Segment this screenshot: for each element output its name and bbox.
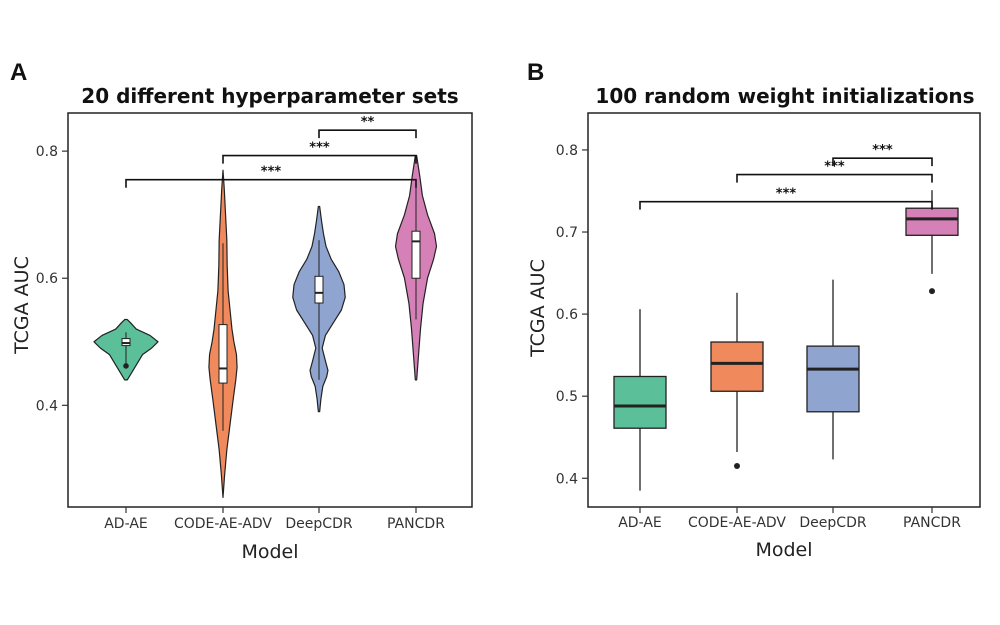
x-tick-label: DeepCDR (799, 515, 866, 531)
bracket-deepcdr-vs-pancdr (832, 157, 933, 167)
y-tick-label: 0.8 (556, 143, 578, 159)
box-code-ae-adv (710, 341, 764, 392)
outlier-point-ad-ae (123, 363, 129, 369)
box-deepcdr (806, 345, 860, 413)
x-tick-label: AD-AE (618, 515, 662, 531)
bracket-ad-ae-vs-pancdr (639, 200, 933, 210)
x-tick-label: AD-AE (104, 516, 148, 532)
panel-b-y-ticks: 0.4 0.5 0.6 0.7 0.8 (556, 143, 588, 487)
panel-b-significance-brackets: *** *** *** (639, 143, 933, 210)
y-tick-label: 0.8 (36, 144, 58, 160)
x-tick-label: CODE-AE-ADV (688, 515, 786, 531)
x-tick-label: CODE-AE-ADV (174, 516, 272, 532)
box-code-ae-adv (218, 324, 228, 384)
panel-b-plot-frame (587, 112, 981, 508)
bracket-code-ae-adv-vs-pancdr (736, 173, 933, 183)
panel-b-x-ticks: AD-AE CODE-AE-ADV DeepCDR PANCDR (618, 507, 961, 531)
panel-a-y-axis-title: TCGA AUC (11, 256, 33, 355)
x-tick-label: PANCDR (903, 515, 961, 531)
y-tick-label: 0.4 (36, 398, 58, 414)
significance-label: *** (776, 187, 797, 202)
y-tick-label: 0.5 (556, 389, 578, 405)
panel-a-title: 20 different hyperparameter sets (81, 84, 458, 108)
panel-b-letter: B (527, 59, 544, 86)
outlier-point-pancdr (929, 288, 935, 295)
panel-b-title: 100 random weight initializations (595, 84, 974, 108)
bracket-ad-ae-vs-pancdr (125, 178, 417, 188)
x-tick-label: DeepCDR (285, 516, 352, 532)
significance-label: *** (309, 141, 330, 156)
panel-b-marks (613, 190, 959, 491)
y-tick-label: 0.6 (36, 271, 58, 287)
significance-label: *** (824, 160, 845, 175)
box-ad-ae (613, 375, 667, 429)
panel-a-letter: A (10, 59, 27, 86)
box-deepcdr (314, 275, 324, 304)
panel-a-x-ticks: AD-AE CODE-AE-ADV DeepCDR PANCDR (104, 507, 445, 532)
significance-label: *** (872, 143, 893, 158)
panel-a-x-axis-title: Model (241, 541, 298, 563)
bracket-deepcdr-vs-pancdr (318, 129, 417, 139)
panel-a-y-ticks: 0.4 0.6 0.8 (36, 144, 68, 414)
panel-b-y-axis-title: TCGA AUC (527, 259, 549, 358)
panel-b-box-chart: B 100 random weight initializations TCGA… (527, 59, 981, 561)
x-tick-label: PANCDR (387, 516, 445, 532)
outlier-point-code-ae-adv (734, 462, 740, 469)
panel-a-significance-brackets: ******** (125, 115, 417, 188)
panel-b-x-axis-title: Model (755, 539, 812, 561)
panel-a-marks (93, 154, 438, 499)
box-pancdr (411, 230, 421, 279)
box-pancdr (905, 207, 959, 236)
y-tick-label: 0.4 (556, 471, 578, 487)
significance-label: *** (261, 165, 282, 180)
significance-label: ** (361, 115, 375, 130)
panel-a-violin-chart: A 20 different hyperparameter sets TCGA … (10, 59, 473, 563)
y-tick-label: 0.7 (556, 225, 578, 241)
y-tick-label: 0.6 (556, 307, 578, 323)
panel-a-plot-frame (67, 112, 473, 508)
bracket-code-ae-adv-vs-pancdr (222, 154, 417, 164)
